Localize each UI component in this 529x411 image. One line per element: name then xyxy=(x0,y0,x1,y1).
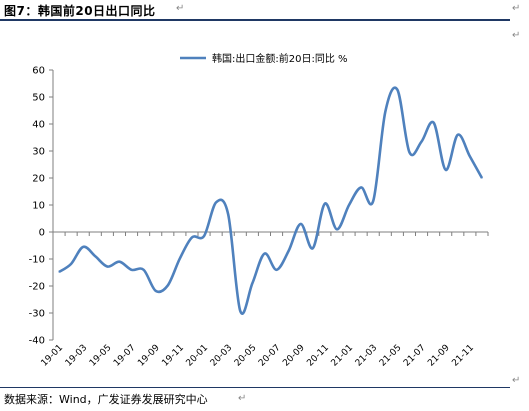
data-point xyxy=(155,290,157,292)
x-tick-label: 19-07 xyxy=(112,343,138,369)
data-point xyxy=(203,235,205,237)
data-point xyxy=(58,271,60,273)
bottom-rule xyxy=(0,387,510,388)
source-note: 数据来源：Wind，广发证券发展研究中心 xyxy=(4,393,208,406)
y-tick-label: 20 xyxy=(32,174,45,185)
y-tick-label: -40 xyxy=(29,336,45,347)
x-tick-label: 21-05 xyxy=(378,343,404,369)
y-tick-label: -20 xyxy=(29,282,45,293)
y-tick-label: 50 xyxy=(32,93,45,104)
data-point xyxy=(251,282,253,284)
end-mark-3: ↵ xyxy=(512,375,521,386)
data-point xyxy=(324,203,326,205)
data-point xyxy=(420,140,423,143)
x-tick-label: 20-09 xyxy=(281,343,307,369)
x-tick-label: 20-01 xyxy=(185,343,211,369)
data-point xyxy=(143,269,145,271)
data-point xyxy=(94,255,96,257)
x-tick-label: 20-07 xyxy=(257,343,283,369)
data-point xyxy=(82,246,84,248)
source-paragraph-mark: ↵ xyxy=(238,393,247,404)
line-chart: 韩国:出口金额:前20日:同比 % 60 50 40 30 20 10 0 -10 -20 -30… xyxy=(29,52,489,369)
x-tick-label: 19-03 xyxy=(64,343,90,369)
data-point xyxy=(191,236,193,238)
x-tick-label: 19-09 xyxy=(136,343,162,369)
data-point xyxy=(263,253,266,255)
data-point xyxy=(396,89,398,91)
end-mark-1: ↵ xyxy=(512,3,521,14)
data-point xyxy=(215,201,217,203)
data-point xyxy=(481,177,483,179)
data-point xyxy=(288,250,290,252)
title-rule xyxy=(0,19,510,21)
x-tick-label: 21-07 xyxy=(402,343,428,369)
data-point xyxy=(239,310,241,312)
y-tick-label: -10 xyxy=(29,255,45,266)
data-point xyxy=(118,261,121,263)
x-tick-label: 21-11 xyxy=(450,343,476,369)
x-tick-label: 20-03 xyxy=(209,343,235,369)
series-line xyxy=(58,86,484,315)
end-mark-2: ↵ xyxy=(512,30,521,41)
series-layer xyxy=(58,86,484,315)
y-tick-label: 60 xyxy=(32,66,45,77)
x-tick-label: 21-03 xyxy=(354,343,380,369)
y-tick-label: 0 xyxy=(39,228,45,239)
x-tick-label: 19-11 xyxy=(160,343,186,369)
y-tick-label: 40 xyxy=(32,120,45,131)
data-point xyxy=(312,247,314,249)
chart-legend: 韩国:出口金额:前20日:同比 % xyxy=(180,52,348,65)
x-tick-label: 21-01 xyxy=(330,343,356,369)
data-point xyxy=(433,122,435,124)
chart-axes: 60 50 40 30 20 10 0 -10 -20 -30 -4019-0119-0319-05… xyxy=(29,66,489,369)
data-point xyxy=(300,223,302,225)
data-point xyxy=(445,169,447,171)
x-tick-label: 19-05 xyxy=(88,343,114,369)
data-point xyxy=(336,228,338,230)
data-point xyxy=(360,186,362,189)
data-point xyxy=(167,284,169,287)
x-tick-label: 19-01 xyxy=(40,343,66,369)
data-point xyxy=(179,257,181,260)
data-point xyxy=(275,269,278,271)
data-point xyxy=(384,111,386,113)
legend-label: 韩国:出口金额:前20日:同比 % xyxy=(212,52,348,65)
data-point xyxy=(348,204,350,206)
data-point xyxy=(130,269,133,271)
x-tick-label: 20-05 xyxy=(233,343,259,369)
data-point xyxy=(457,134,459,136)
y-tick-label: 30 xyxy=(32,147,45,158)
data-point xyxy=(227,213,229,216)
title-paragraph-mark: ↵ xyxy=(176,3,185,14)
data-point xyxy=(469,155,471,157)
data-point xyxy=(106,265,108,268)
x-tick-label: 21-09 xyxy=(426,343,452,369)
y-tick-label: -30 xyxy=(29,309,45,320)
data-point xyxy=(408,151,411,153)
y-tick-label: 10 xyxy=(32,201,45,212)
data-point xyxy=(70,263,72,265)
chart-title: 图7：韩国前20日出口同比 xyxy=(4,4,156,18)
data-point xyxy=(372,200,374,202)
x-tick-label: 20-11 xyxy=(305,343,331,369)
